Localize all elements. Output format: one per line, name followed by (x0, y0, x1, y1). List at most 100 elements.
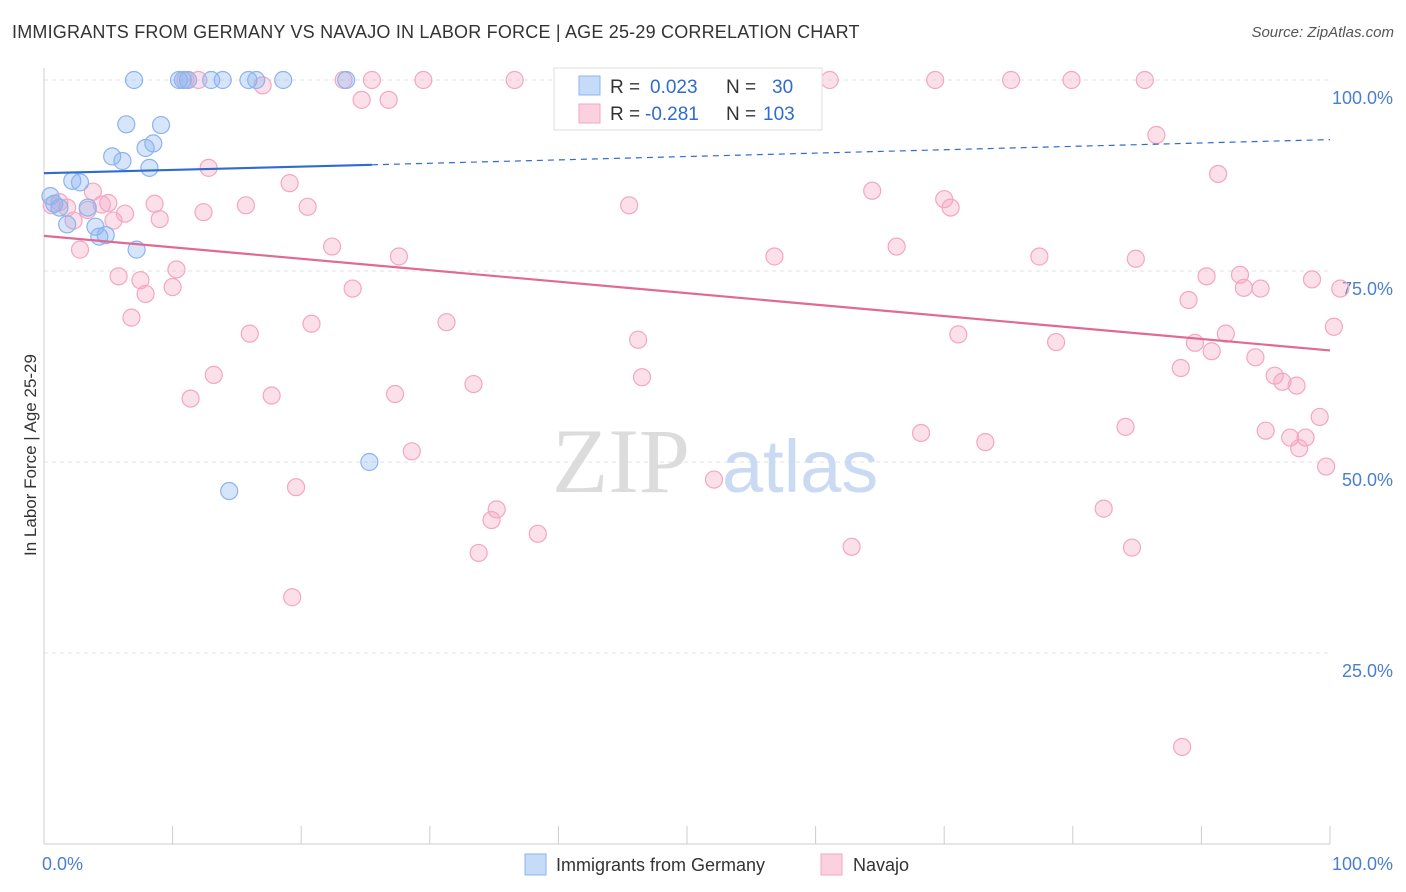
germany-point-3 (58, 215, 77, 234)
navajo-point-53 (629, 330, 648, 349)
navajo-point-61 (863, 181, 882, 200)
navajo-point-18 (167, 260, 186, 279)
navajo-point-97 (1296, 428, 1315, 447)
navajo-point-38 (362, 70, 382, 90)
germany-point-10 (103, 147, 122, 166)
germany-point-12 (117, 115, 136, 134)
navajo-point-77 (1135, 70, 1154, 90)
germany-point-18 (151, 115, 171, 135)
legend-swatch-navajo (820, 853, 843, 876)
navajo-point-46 (469, 543, 488, 563)
navajo-point-34 (322, 237, 342, 256)
germany-point-28 (337, 70, 356, 90)
navajo-point-70 (1030, 247, 1049, 266)
navajo-point-32 (298, 197, 317, 216)
navajo-point-68 (976, 433, 995, 452)
y-axis-title: In Labor Force | Age 25-29 (21, 354, 40, 556)
y-tick-label-75: 75.0% (1342, 279, 1393, 299)
germany-point-2 (50, 198, 69, 217)
germany-trend-line (43, 163, 372, 175)
navajo-trend-line (43, 234, 1331, 352)
stats-swatch-navajo (578, 103, 601, 124)
navajo-point-73 (1094, 499, 1113, 518)
navajo-point-79 (1171, 358, 1190, 378)
watermark-zip: ZIP (552, 410, 690, 512)
stats-box: R = 0.023 N = 30 R = -0.281 N = 103 (553, 67, 823, 131)
stats-n-label-navajo: N = (726, 104, 756, 125)
navajo-point-39 (379, 90, 398, 109)
germany-point-14 (124, 70, 144, 90)
germany-point-6 (78, 198, 97, 217)
stats-n-value-navajo: 103 (763, 104, 795, 125)
navajo-point-24 (204, 365, 223, 385)
navajo-point-63 (911, 423, 931, 443)
navajo-point-58 (765, 247, 784, 266)
gridlines (44, 79, 1330, 654)
navajo-point-42 (402, 442, 421, 461)
stats-swatch-germany (578, 75, 601, 96)
germany-point-17 (144, 134, 163, 153)
chart-title: IMMIGRANTS FROM GERMANY VS NAVAJO IN LAB… (12, 22, 860, 42)
navajo-point-85 (1209, 164, 1228, 184)
trend-lines (43, 138, 1331, 352)
y-tick-label-100: 100.0% (1332, 88, 1393, 108)
navajo-point-14 (136, 284, 155, 304)
navajo-point-52 (620, 196, 639, 215)
navajo-point-62 (887, 237, 906, 256)
germany-trend-extension (371, 138, 1331, 166)
germany-point-16 (140, 158, 159, 177)
navajo-point-7 (92, 195, 111, 214)
navajo-point-102 (1331, 279, 1350, 298)
navajo-point-36 (343, 279, 362, 298)
navajo-point-6 (83, 182, 102, 201)
navajo-point-101 (1324, 317, 1343, 336)
navajo-point-60 (842, 537, 861, 556)
navajo-point-66 (941, 198, 960, 217)
navajo-point-75 (1122, 538, 1142, 557)
navajo-point-40 (385, 384, 405, 404)
navajo-point-37 (352, 90, 371, 109)
navajo-point-16 (150, 209, 169, 229)
navajo-point-80 (1173, 737, 1192, 757)
navajo-point-9 (104, 211, 123, 230)
source-label: Source: ZipAtlas.com (1251, 24, 1394, 41)
navajo-point-4 (70, 240, 90, 259)
navajo-point-29 (280, 174, 299, 193)
stats-r-value-germany: 0.023 (650, 77, 698, 98)
x-tick-label-100: 100.0% (1332, 854, 1393, 874)
navajo-point-48 (487, 500, 506, 519)
navajo-point-64 (926, 70, 945, 90)
germany-point-23 (213, 70, 232, 90)
navajo-point-84 (1202, 342, 1221, 361)
navajo-point-31 (283, 588, 302, 607)
y-tick-labels: 100.0% 75.0% 50.0% 25.0% (1332, 88, 1393, 681)
watermark-atlas: atlas (722, 425, 878, 508)
navajo-point-72 (1062, 70, 1081, 90)
navajo-point-41 (389, 247, 409, 266)
x-tick-label-0: 0.0% (42, 854, 83, 874)
navajo-point-83 (1197, 267, 1216, 286)
navajo-point-43 (414, 70, 433, 90)
germany-point-27 (274, 70, 293, 90)
navajo-point-76 (1126, 249, 1145, 268)
navajo-point-25 (236, 196, 256, 215)
navajo-point-98 (1302, 270, 1322, 289)
germany-point-9 (96, 225, 115, 245)
navajo-point-96 (1290, 439, 1309, 458)
navajo-point-45 (464, 374, 483, 394)
germany-point-5 (70, 173, 90, 192)
navajo-point-89 (1246, 348, 1265, 367)
navajo-point-13 (131, 271, 150, 290)
y-tick-label-25: 25.0% (1342, 661, 1393, 681)
navajo-point-71 (1046, 332, 1066, 352)
navajo-point-15 (145, 194, 164, 213)
x-axis-ticks (43, 826, 1331, 844)
legend-label-navajo: Navajo (853, 855, 909, 875)
navajo-point-99 (1310, 407, 1329, 427)
navajo-point-54 (632, 368, 652, 387)
germany-points (41, 70, 379, 501)
navajo-point-93 (1273, 372, 1292, 391)
navajo-point-20 (181, 389, 200, 408)
